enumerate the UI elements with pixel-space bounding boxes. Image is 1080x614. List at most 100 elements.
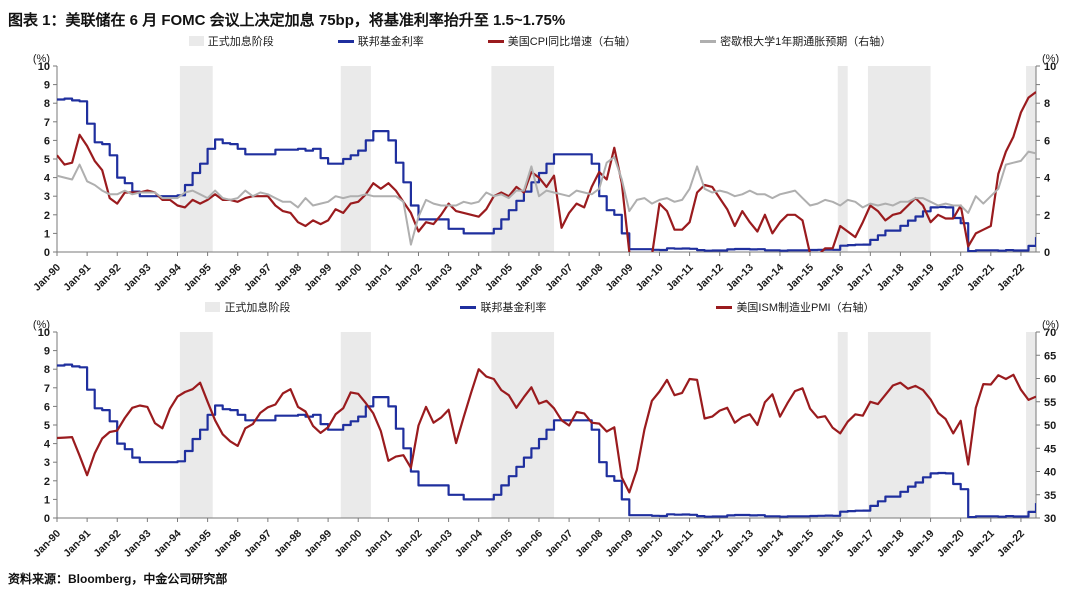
svg-text:Jan-14: Jan-14 <box>754 528 786 560</box>
svg-text:Jan-13: Jan-13 <box>724 262 756 294</box>
svg-text:9: 9 <box>44 80 50 92</box>
figure-title: 图表 1：美联储在 6 月 FOMC 会议上决定加息 75bp，将基准利率抬升至… <box>8 12 566 29</box>
svg-text:Jan-14: Jan-14 <box>754 262 786 294</box>
svg-text:Jan-97: Jan-97 <box>242 528 274 560</box>
line-swatch <box>700 39 717 43</box>
svg-text:Jan-12: Jan-12 <box>694 262 726 294</box>
svg-text:4: 4 <box>44 173 51 185</box>
svg-text:4: 4 <box>44 439 51 451</box>
svg-text:50: 50 <box>1044 420 1056 432</box>
legend-label: 美国ISM制造业PMI（右轴） <box>736 302 875 314</box>
legend-label: 密歇根大学1年期通胀预期（右轴） <box>720 36 892 48</box>
svg-text:Jan-92: Jan-92 <box>91 528 123 560</box>
svg-text:Jan-96: Jan-96 <box>212 262 244 294</box>
svg-text:Jan-11: Jan-11 <box>664 528 696 560</box>
legend-label: 联邦基金利率 <box>357 36 424 48</box>
svg-text:Jan-95: Jan-95 <box>182 528 214 560</box>
svg-text:Jan-91: Jan-91 <box>61 262 93 294</box>
svg-text:6: 6 <box>1044 135 1050 147</box>
svg-text:Jan-90: Jan-90 <box>31 528 63 560</box>
svg-text:5: 5 <box>44 420 50 432</box>
svg-text:Jan-93: Jan-93 <box>121 262 153 294</box>
svg-text:Jan-06: Jan-06 <box>513 528 545 560</box>
svg-text:Jan-96: Jan-96 <box>212 528 244 560</box>
svg-text:3: 3 <box>44 457 50 469</box>
svg-text:Jan-09: Jan-09 <box>603 528 635 560</box>
svg-text:35: 35 <box>1044 490 1056 502</box>
svg-text:Jan-19: Jan-19 <box>905 528 937 560</box>
svg-text:Jan-13: Jan-13 <box>724 528 756 560</box>
svg-text:Jan-06: Jan-06 <box>513 262 545 294</box>
svg-text:6: 6 <box>44 135 50 147</box>
svg-text:Jan-98: Jan-98 <box>272 262 304 294</box>
svg-text:Jan-15: Jan-15 <box>784 528 816 560</box>
svg-text:Jan-10: Jan-10 <box>634 262 666 294</box>
svg-text:Jan-95: Jan-95 <box>182 262 214 294</box>
svg-text:Jan-22: Jan-22 <box>995 528 1027 560</box>
svg-text:Jan-10: Jan-10 <box>634 528 666 560</box>
svg-text:Jan-97: Jan-97 <box>242 262 274 294</box>
svg-text:40: 40 <box>1044 467 1056 479</box>
svg-text:Jan-05: Jan-05 <box>483 528 515 560</box>
svg-text:8: 8 <box>44 98 50 110</box>
svg-text:7: 7 <box>44 383 50 395</box>
top-chart-legend: 正式加息阶段 联邦基金利率 美国CPI同比增速（右轴） 密歇根大学1年期通胀预期（右轴… <box>0 32 1080 50</box>
svg-text:Jan-99: Jan-99 <box>302 262 334 294</box>
legend-label: 美国CPI同比增速（右轴） <box>507 36 637 48</box>
svg-text:8: 8 <box>1044 98 1050 110</box>
hike-band-swatch <box>205 302 221 312</box>
svg-text:Jan-09: Jan-09 <box>603 262 635 294</box>
legend-fed-funds: 联邦基金利率 <box>460 299 546 315</box>
svg-text:30: 30 <box>1044 513 1056 525</box>
svg-text:Jan-03: Jan-03 <box>423 528 455 560</box>
svg-text:(%): (%) <box>33 53 50 65</box>
svg-text:Jan-98: Jan-98 <box>272 528 304 560</box>
svg-text:Jan-92: Jan-92 <box>91 262 123 294</box>
legend-cpi: 美国CPI同比增速（右轴） <box>487 33 637 49</box>
legend-label: 正式加息阶段 <box>207 36 274 48</box>
svg-text:Jan-94: Jan-94 <box>152 528 184 560</box>
legend-label: 正式加息阶段 <box>224 302 291 314</box>
svg-text:Jan-19: Jan-19 <box>905 262 937 294</box>
svg-text:Jan-02: Jan-02 <box>393 262 425 294</box>
svg-text:4: 4 <box>1044 173 1051 185</box>
svg-text:2: 2 <box>44 210 50 222</box>
legend-fed-funds: 联邦基金利率 <box>337 33 424 49</box>
svg-text:10: 10 <box>38 61 50 73</box>
svg-text:Jan-18: Jan-18 <box>875 262 907 294</box>
top-chart: 正式加息阶段 联邦基金利率 美国CPI同比增速（右轴） 密歇根大学1年期通胀预期（右轴… <box>0 32 1080 298</box>
svg-text:Jan-04: Jan-04 <box>453 262 485 294</box>
svg-text:Jan-20: Jan-20 <box>935 528 967 560</box>
svg-text:8: 8 <box>44 364 50 376</box>
svg-text:0: 0 <box>44 247 50 259</box>
svg-text:Jan-20: Jan-20 <box>935 262 967 294</box>
svg-text:Jan-22: Jan-22 <box>995 262 1027 294</box>
svg-text:Jan-07: Jan-07 <box>543 528 575 560</box>
hike-band-swatch <box>188 36 204 46</box>
bottom-chart: 正式加息阶段 联邦基金利率 美国ISM制造业PMI（右轴） 0 1 2 3 4 5 6 7 8 9 10… <box>0 298 1080 564</box>
svg-text:70: 70 <box>1044 327 1056 339</box>
svg-text:2: 2 <box>44 476 50 488</box>
svg-text:(%): (%) <box>33 319 50 331</box>
svg-text:10: 10 <box>1044 61 1056 73</box>
svg-text:10: 10 <box>38 327 50 339</box>
line-swatch <box>460 305 477 309</box>
svg-text:0: 0 <box>44 513 50 525</box>
svg-text:Jan-08: Jan-08 <box>573 528 605 560</box>
svg-text:9: 9 <box>44 346 50 358</box>
bottom-chart-legend: 正式加息阶段 联邦基金利率 美国ISM制造业PMI（右轴） <box>0 298 1080 316</box>
svg-text:Jan-21: Jan-21 <box>965 262 997 294</box>
svg-text:2: 2 <box>1044 210 1050 222</box>
svg-text:Jan-17: Jan-17 <box>844 262 876 294</box>
svg-text:45: 45 <box>1044 443 1056 455</box>
svg-text:1: 1 <box>44 494 50 506</box>
line-swatch <box>716 305 733 309</box>
svg-text:Jan-02: Jan-02 <box>393 528 425 560</box>
svg-text:Jan-08: Jan-08 <box>573 262 605 294</box>
svg-text:Jan-11: Jan-11 <box>664 262 696 294</box>
svg-text:60: 60 <box>1044 374 1056 386</box>
svg-text:Jan-00: Jan-00 <box>332 262 364 294</box>
